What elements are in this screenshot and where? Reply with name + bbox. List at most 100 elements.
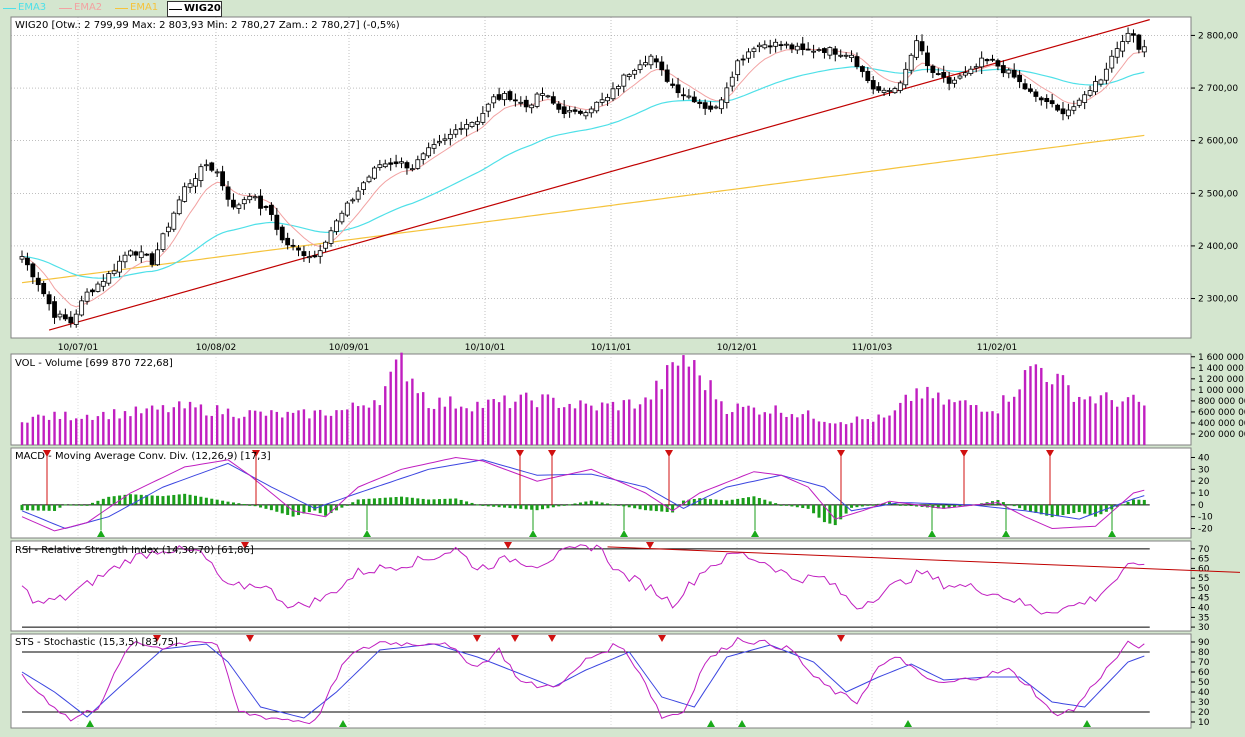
macd-sell-marker xyxy=(252,450,260,457)
sts-sell-marker xyxy=(246,635,254,642)
legend-ema1-label: EMA1 xyxy=(130,2,159,13)
volume-bar xyxy=(996,413,1000,445)
macd-histogram-bar xyxy=(372,498,376,505)
rsi-trendline xyxy=(607,546,1241,573)
volume-bar xyxy=(628,399,631,445)
volume-bar xyxy=(1121,401,1124,445)
legend-wig20[interactable]: WIG20 xyxy=(167,1,222,17)
candle-body xyxy=(941,72,947,78)
candle-body xyxy=(41,282,47,295)
volume-bar xyxy=(1002,395,1005,445)
volume-bar xyxy=(926,386,929,445)
candle-body xyxy=(719,99,724,110)
candle-body xyxy=(388,162,394,165)
macd-histogram-bar xyxy=(448,498,452,505)
macd-histogram-bar xyxy=(204,497,208,505)
volume-bar xyxy=(985,411,989,445)
price-tick-label: 2 300,00 xyxy=(1198,295,1238,305)
volume-bar xyxy=(806,410,810,445)
legend-ema1[interactable]: EMA1 xyxy=(114,1,176,15)
candle-body xyxy=(35,277,41,286)
volume-bar xyxy=(568,403,571,445)
volume-bar xyxy=(324,415,327,445)
candle-body xyxy=(317,250,323,257)
volume-bar xyxy=(454,408,457,445)
candle-body xyxy=(805,48,811,51)
macd-histogram-bar xyxy=(432,499,436,505)
candle-body xyxy=(62,314,68,320)
macd-histogram-bar xyxy=(774,503,778,505)
price-tick-label: 2 400,00 xyxy=(1198,242,1238,252)
volume-bar xyxy=(465,408,468,445)
candle-body xyxy=(198,166,204,181)
macd-histogram-bar xyxy=(611,504,615,506)
volume-bar xyxy=(899,402,902,445)
candle-body xyxy=(220,171,226,187)
candle-body xyxy=(529,104,535,109)
volume-bar xyxy=(384,386,387,445)
candle-body xyxy=(361,182,366,190)
macd-histogram-bar xyxy=(96,500,100,505)
rsi-tick-label: 35 xyxy=(1198,613,1209,623)
macd-histogram-bar xyxy=(1061,504,1065,516)
macd-histogram-bar xyxy=(42,504,46,511)
macd-histogram-bar xyxy=(757,498,761,505)
sts-buy-marker xyxy=(904,720,912,727)
macd-histogram-bar xyxy=(638,504,642,510)
candle-body xyxy=(491,96,497,104)
volume-bar xyxy=(427,408,430,445)
macd-histogram-bar xyxy=(188,494,192,505)
candle-body xyxy=(968,68,974,74)
macd-histogram-bar xyxy=(692,498,696,505)
sts-tick-label: 80 xyxy=(1198,648,1210,658)
macd-histogram-bar xyxy=(573,503,577,505)
rsi-tick-label: 40 xyxy=(1198,604,1210,614)
candle-body xyxy=(176,199,182,215)
candle-body xyxy=(995,60,1001,67)
volume-bar xyxy=(920,398,924,445)
macd-histogram-bar xyxy=(166,495,170,505)
volume-bar xyxy=(378,405,382,445)
candle-body xyxy=(1066,109,1071,117)
ema3-line xyxy=(21,66,1145,279)
macd-histogram-bar xyxy=(1023,504,1027,511)
candle-body xyxy=(377,164,383,168)
volume-bar xyxy=(1110,400,1113,445)
candle-body xyxy=(865,70,871,81)
macd-buy-marker xyxy=(620,530,628,537)
macd-histogram-bar xyxy=(454,498,458,505)
macd-panel-title: MACD - Moving Average Conv. Div. (12,26,… xyxy=(15,451,271,462)
volume-bar xyxy=(823,421,826,445)
sts-k-line xyxy=(21,636,1145,725)
candle-body xyxy=(507,91,513,100)
macd-histogram-bar xyxy=(1028,504,1032,512)
candle-body xyxy=(691,96,697,103)
macd-histogram-bar xyxy=(508,504,512,509)
sts-buy-marker xyxy=(738,720,746,727)
legend-ema2[interactable]: EMA2 xyxy=(58,1,120,15)
volume-bar xyxy=(313,410,316,445)
volume-tick-label: 200 000 000 xyxy=(1198,430,1245,440)
candle-body xyxy=(512,99,518,102)
volume-bar xyxy=(1143,405,1146,445)
sts-tick-label: 50 xyxy=(1198,678,1210,688)
volume-bar xyxy=(335,410,338,445)
volume-bar xyxy=(438,397,441,445)
macd-histogram-bar xyxy=(259,504,263,508)
macd-histogram-bar xyxy=(649,504,653,511)
legend-ema2-label: EMA2 xyxy=(74,2,103,13)
macd-buy-marker xyxy=(1108,530,1116,537)
candle-body xyxy=(409,168,415,171)
volume-bar xyxy=(644,397,647,445)
candle-body xyxy=(767,45,773,48)
candle-body xyxy=(735,60,741,76)
candle-body xyxy=(632,69,638,75)
volume-bar xyxy=(248,410,251,445)
volume-bar xyxy=(855,416,859,445)
legend-ema3[interactable]: EMA3 xyxy=(2,1,64,15)
volume-bar xyxy=(215,405,219,445)
volume-bar xyxy=(167,412,170,445)
volume-bar xyxy=(259,411,262,445)
sts-sell-marker xyxy=(511,635,519,642)
macd-histogram-bar xyxy=(790,504,794,507)
